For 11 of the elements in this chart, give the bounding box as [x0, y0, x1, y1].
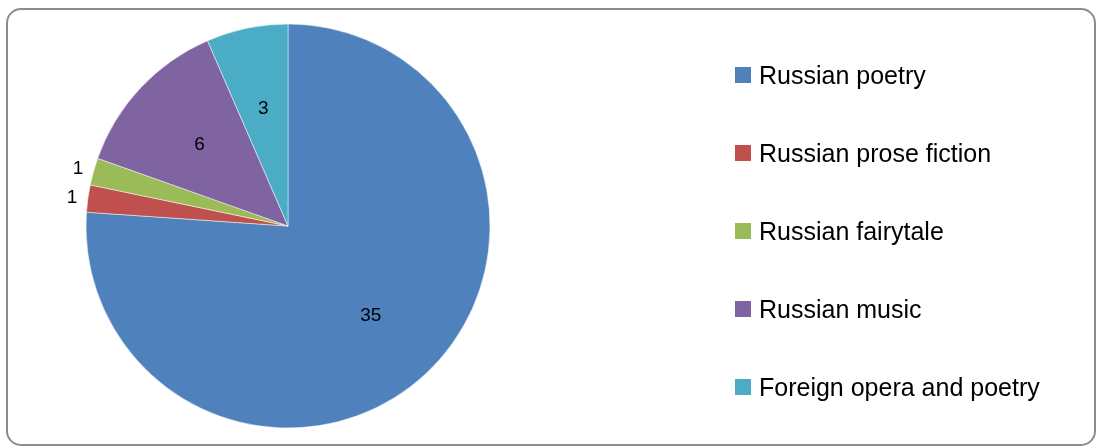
pie-slice — [86, 23, 491, 429]
legend-label: Russian fairytale — [759, 216, 944, 245]
data-label: 6 — [194, 132, 205, 154]
legend-label: Russian prose fiction — [759, 138, 992, 167]
data-label: 1 — [66, 185, 78, 207]
legend-label: Russian poetry — [759, 60, 927, 89]
data-label: 3 — [258, 96, 269, 118]
legend-label: Foreign opera and poetry — [759, 372, 1041, 401]
data-label: 1 — [72, 156, 84, 178]
legend-label: Russian music — [759, 294, 922, 323]
data-label: 35 — [360, 304, 382, 326]
